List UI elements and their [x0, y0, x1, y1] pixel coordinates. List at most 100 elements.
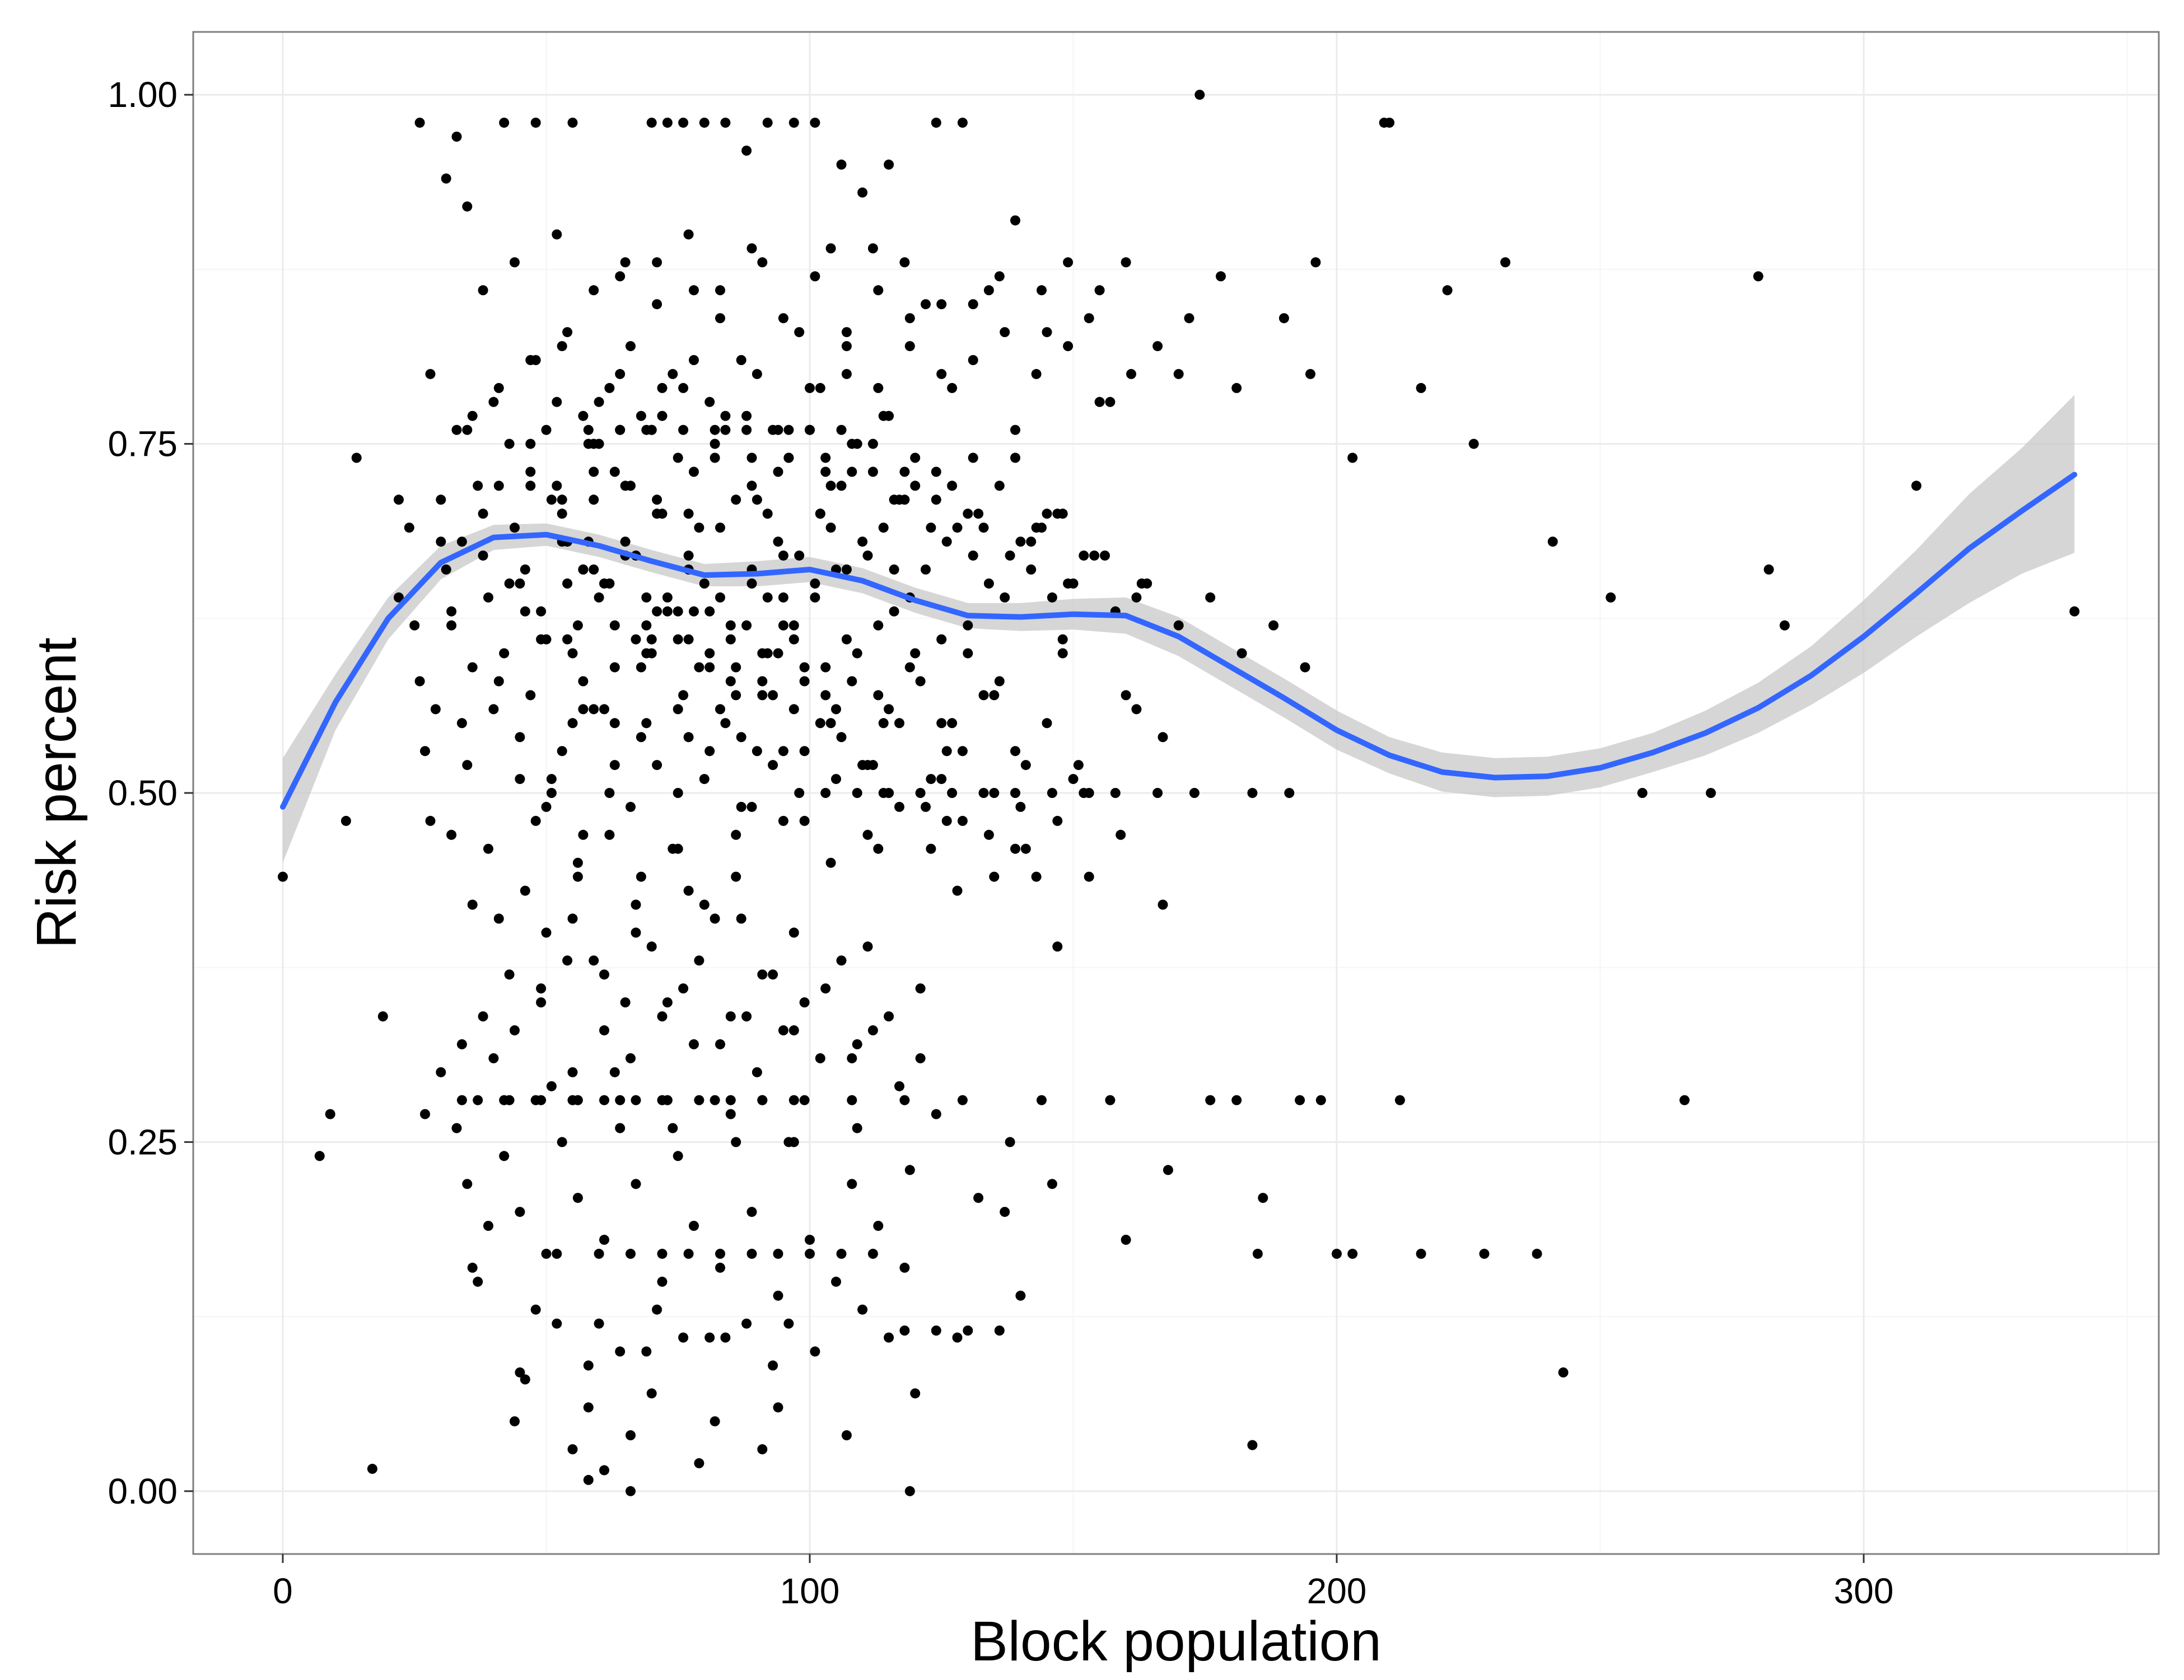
data-point [873, 382, 884, 393]
data-point [773, 536, 783, 547]
data-point [641, 1346, 652, 1357]
data-point [641, 592, 652, 603]
data-point [852, 1123, 862, 1133]
data-point [510, 1025, 520, 1035]
data-point [646, 1388, 657, 1399]
data-point [878, 410, 889, 421]
data-point [746, 578, 757, 589]
data-point [704, 662, 715, 673]
axes: 0 100 200 300 0.00 0.25 0.50 0.75 1.00 [108, 74, 1893, 1611]
data-point [778, 815, 788, 826]
data-point [731, 690, 741, 701]
data-point [1558, 1367, 1569, 1378]
data-point [852, 648, 862, 659]
data-point [1416, 382, 1426, 393]
data-point [867, 1248, 878, 1259]
data-point [499, 648, 510, 659]
data-point [657, 1095, 668, 1105]
data-point [1089, 550, 1100, 561]
data-point [904, 662, 915, 673]
data-point [604, 382, 615, 393]
data-point [504, 438, 515, 449]
data-point [1121, 690, 1131, 701]
data-point [599, 578, 609, 589]
data-point [773, 1248, 783, 1259]
data-point [314, 1151, 325, 1161]
data-point [731, 1137, 741, 1147]
data-point [1205, 592, 1216, 603]
data-point [572, 871, 583, 882]
data-point [1247, 1440, 1258, 1450]
data-point [1706, 788, 1716, 798]
data-point [746, 243, 757, 254]
data-point [736, 801, 746, 812]
data-point [794, 788, 805, 798]
data-point [340, 815, 351, 826]
data-point [820, 662, 831, 673]
data-point [1284, 788, 1295, 798]
data-point [994, 271, 1005, 282]
data-point [668, 843, 678, 854]
data-point [478, 1011, 488, 1021]
data-point [546, 774, 557, 785]
data-point [446, 620, 457, 631]
data-point [699, 578, 710, 589]
data-point [936, 368, 947, 379]
data-point [910, 480, 921, 491]
data-point [915, 788, 926, 798]
data-point [1000, 592, 1010, 603]
data-point [620, 997, 631, 1007]
data-point [678, 983, 689, 994]
data-point [1231, 382, 1242, 393]
data-point [552, 229, 562, 240]
data-point [852, 788, 862, 798]
data-point [657, 1011, 668, 1021]
data-point [746, 480, 757, 491]
data-point [963, 508, 973, 519]
data-point [589, 285, 599, 296]
data-point [557, 1137, 567, 1147]
data-point [1236, 648, 1247, 659]
data-point [1779, 620, 1790, 631]
data-point [831, 1276, 841, 1287]
data-point [757, 676, 768, 687]
data-point [1300, 662, 1310, 673]
data-point [609, 760, 620, 771]
data-point [562, 634, 573, 645]
data-point [752, 1067, 762, 1077]
data-point [1252, 1248, 1263, 1259]
data-point [1547, 536, 1558, 547]
data-point [694, 955, 704, 966]
data-point [1347, 1248, 1358, 1259]
data-point [778, 620, 788, 631]
x-tick-label: 100 [780, 1571, 840, 1611]
data-point [567, 1095, 578, 1105]
data-point [704, 606, 715, 617]
data-point [841, 327, 852, 338]
data-point [1010, 424, 1020, 435]
data-point [768, 760, 778, 771]
data-point [683, 229, 694, 240]
data-point [762, 592, 773, 603]
data-point [604, 829, 615, 840]
data-point [510, 1416, 520, 1427]
x-axis-title: Block population [970, 1610, 1382, 1673]
x-tick-label: 0 [273, 1571, 293, 1611]
data-point [1158, 899, 1168, 910]
data-point [615, 368, 626, 379]
data-point [615, 1123, 626, 1133]
data-point [820, 452, 831, 463]
data-point [1173, 620, 1184, 631]
data-point [1020, 760, 1031, 771]
data-point [599, 1095, 609, 1105]
data-point [852, 1039, 862, 1049]
data-point [862, 760, 873, 771]
data-point [456, 536, 467, 547]
data-point [636, 410, 646, 421]
data-point [1042, 718, 1052, 729]
data-point [1010, 788, 1020, 798]
data-point [820, 466, 831, 477]
data-point [904, 313, 915, 324]
data-point [562, 578, 573, 589]
data-point [1131, 704, 1142, 715]
